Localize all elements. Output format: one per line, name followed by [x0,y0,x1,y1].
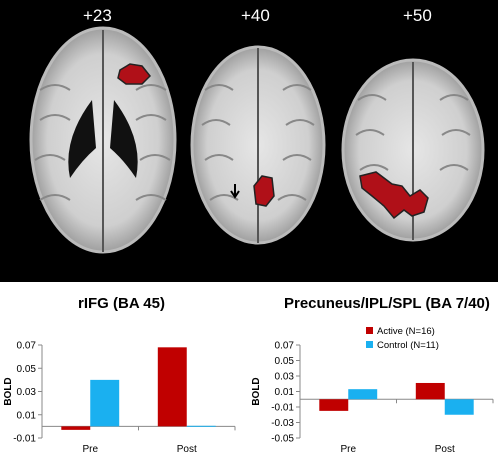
bar-pre-series-1 [348,389,378,400]
y-tick-label: 0.03 [17,387,37,398]
chart-title-rifg: rIFG (BA 45) [78,295,165,312]
y-tick-label: -0.05 [271,434,294,445]
chart-title-precuneus: Precuneus/IPL/SPL (BA 7/40) [284,295,490,312]
y-tick-label: 0.03 [275,372,295,383]
y-axis-label: BOLD [3,377,14,405]
y-tick-label: -0.01 [13,434,36,445]
slice-label-23: +23 [83,6,112,25]
y-tick-label: 0.05 [17,364,37,375]
y-tick-label: 0.07 [17,341,37,352]
bar-chart-precuneus: BOLD 0.07 0.05 0.03 0.01 -0.01 -0.03 -0.05 Pre Po… [251,326,494,455]
brain-slices-panel: +23 +40 +50 [0,0,498,282]
legend-swatch-0 [366,327,373,334]
bar-pre-series-0 [319,399,349,411]
legend-label-0: Active (N=16) [377,326,435,337]
y-tick-label: 0.01 [275,387,295,398]
y-tick-label: 0.07 [275,341,295,352]
y-tick-label: 0.01 [17,410,37,421]
x-category-label: Pre [82,444,98,455]
legend-label-1: Control (N=11) [377,340,439,351]
legend-swatch-1 [366,341,373,348]
bar-post-series-1 [444,399,474,415]
y-axis-label: BOLD [251,377,262,405]
bar-pre-series-1 [90,379,120,427]
bar-pre-series-0 [61,426,91,430]
activation-rifg [117,63,152,85]
activation-precuneus-50 [359,171,429,220]
x-category-label: Post [435,444,455,455]
brain-slice-50 [341,58,485,242]
bar-post-series-0 [415,382,445,400]
y-tick-label: -0.01 [271,403,294,414]
brain-slices-image [29,26,485,254]
slice-label-40: +40 [241,6,270,25]
x-category-label: Pre [340,444,356,455]
bar-post-series-0 [157,347,187,427]
bar-chart-rifg: BOLD 0.07 0.05 0.03 0.01 -0.01 Pre Post [3,341,236,455]
y-tick-label: 0.05 [275,356,295,367]
y-tick-label: -0.03 [271,418,294,429]
arrow-icon [230,184,240,199]
activation-precuneus-40 [253,175,275,207]
brain-slice-23 [29,26,177,254]
slice-label-50: +50 [403,6,432,25]
x-category-label: Post [177,444,197,455]
bar-post-series-1 [186,425,216,427]
brain-slice-40 [190,45,326,245]
